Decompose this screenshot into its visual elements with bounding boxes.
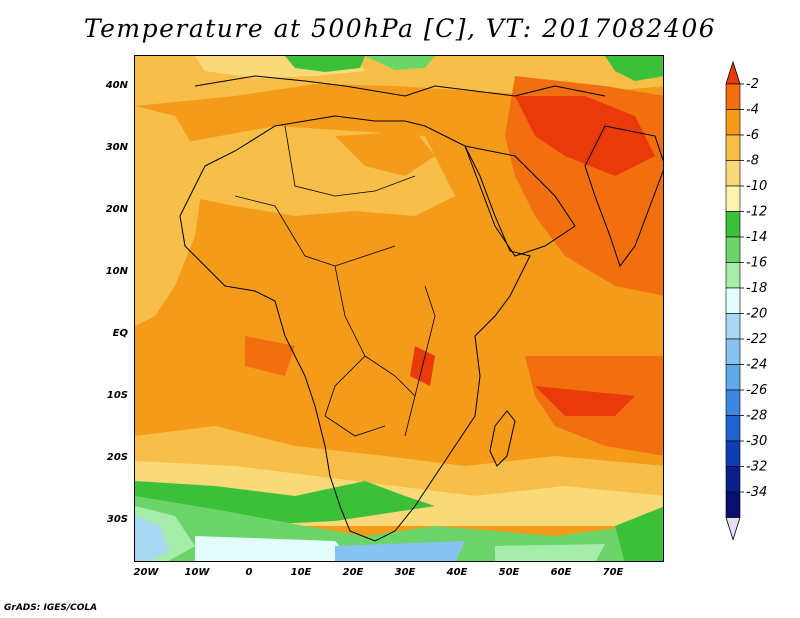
lon-label-20w: 20W: [133, 567, 159, 578]
colorbar-tick-label: -20: [746, 307, 767, 322]
colorbar-tick-label: -14: [746, 230, 767, 245]
colorbar-tick-label: -2: [746, 77, 759, 92]
lon-label-20e: 20E: [342, 567, 364, 578]
colorbar-tick-label: -6: [746, 128, 759, 143]
lat-label-10s: 10S: [106, 390, 128, 401]
lon-label-30e: 30E: [394, 567, 416, 578]
colorbar-tick-label: -34: [746, 485, 767, 500]
arabia-outline: [464, 145, 576, 257]
colorbar-tick-label: -16: [746, 256, 767, 271]
colorbar-tick-label: -22: [746, 332, 767, 347]
colorbar-tick-label: -4: [746, 103, 759, 118]
colorbar-tick-label: -12: [746, 205, 767, 220]
colorbar-swatch: [725, 109, 741, 136]
colorbar-top-arrow: [725, 60, 741, 85]
africa-coastline: [179, 115, 531, 542]
lat-label-40n: 40N: [105, 80, 128, 91]
lat-label-10n: 10N: [105, 266, 128, 277]
colorbar-swatch: [725, 236, 741, 263]
lon-label-70e: 70E: [602, 567, 624, 578]
colorbar-swatch: [725, 313, 741, 340]
colorbar-swatch: [725, 338, 741, 365]
colorbar-tick-label: -10: [746, 179, 767, 194]
colorbar-swatch: [725, 185, 741, 212]
colorbar-tick-label: -28: [746, 409, 767, 424]
lon-label-60e: 60E: [550, 567, 572, 578]
chart-title: Temperature at 500hPa [C], VT: 201708240…: [83, 14, 717, 43]
colorbar-tick-label: -32: [746, 460, 767, 475]
hottest-zone: [515, 96, 655, 176]
colorbar-swatch: [725, 440, 741, 467]
lat-label-30n: 30N: [105, 142, 128, 153]
colorbar-swatch: [725, 491, 741, 518]
green-north: [285, 56, 365, 72]
lat-label-eq: EQ: [112, 328, 128, 339]
colorbar-tick-label: -8: [746, 154, 759, 169]
colorbar-bottom-arrow: [725, 517, 741, 541]
colorbar-swatch: [725, 211, 741, 238]
colorbar-tick-label: -26: [746, 383, 767, 398]
lon-label-10w: 10W: [184, 567, 210, 578]
lon-label-40e: 40E: [446, 567, 468, 578]
colorbar-legend: -2 -4 -6 -8 -10 -12 -14 -16 -18 -20 -22 -24 -26 -28 -3…: [725, 60, 767, 541]
colorbar-tick-label: -30: [746, 434, 767, 449]
lat-label-20n: 20N: [105, 204, 128, 215]
temperature-map: [134, 55, 664, 562]
colorbar-swatch: [725, 415, 741, 442]
lon-label-10e: 10E: [290, 567, 312, 578]
cold-patch-sw: [135, 516, 170, 561]
lon-label-50e: 50E: [498, 567, 520, 578]
india-outline: [584, 125, 663, 268]
colorbar-swatch: [725, 389, 741, 416]
lon-label-0: 0: [245, 567, 253, 578]
colorbar-swatch: [725, 134, 741, 161]
colorbar-swatch: [725, 287, 741, 314]
madagascar-outline: [489, 410, 516, 467]
colorbar-swatch: [725, 466, 741, 493]
colorbar-swatch: [725, 83, 741, 110]
colorbar-tick-label: -24: [746, 358, 767, 373]
europe-coast: [194, 75, 606, 97]
colorbar-swatch: [725, 262, 741, 289]
lat-label-30s: 30S: [106, 514, 128, 525]
colorbar-swatch: [725, 364, 741, 391]
credit-text: GrADS: IGES/COLA: [4, 603, 98, 613]
colorbar-tick-label: -18: [746, 281, 767, 296]
colorbar-swatch: [725, 160, 741, 187]
lat-label-20s: 20S: [106, 452, 128, 463]
